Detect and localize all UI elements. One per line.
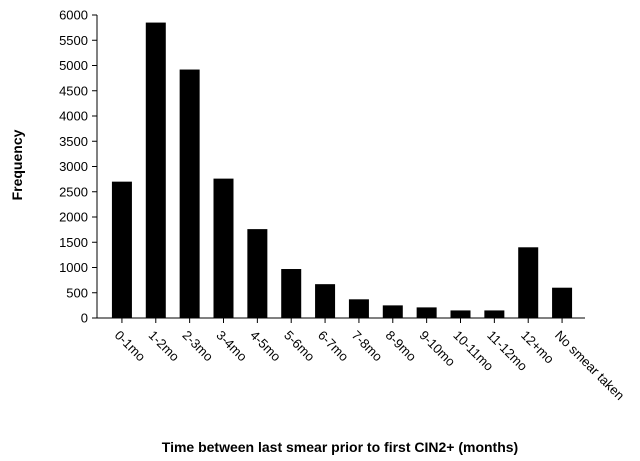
x-tick-label: 0-1mo [112,328,149,365]
x-tick-label: 2-3mo [180,328,217,365]
x-tick-label: 9-10mo [417,328,459,370]
bar [552,287,573,318]
bar [382,305,403,318]
y-tick-label: 6000 [59,8,88,23]
x-tick-label: 7-8mo [349,328,386,365]
y-tick-label: 4000 [59,109,88,124]
x-axis-label: Time between last smear prior to first C… [162,439,518,455]
x-tick-label: 1-2mo [146,328,183,365]
bar [111,181,132,318]
x-tick-label: 3-4mo [213,328,250,365]
x-tick-label: 5-6mo [281,328,318,365]
y-tick-label: 5000 [59,58,88,73]
bar [416,307,437,318]
bar [247,229,268,318]
x-tick-label: 8-9mo [383,328,420,365]
bar [450,310,471,318]
y-tick-label: 500 [66,285,88,300]
bar [145,22,166,318]
bar [213,178,234,318]
x-tick-label: 4-5mo [247,328,284,365]
y-axis-label: Frequency [9,129,25,200]
y-tick-label: 1500 [59,235,88,250]
y-tick-label: 5500 [59,33,88,48]
bar [281,269,302,318]
y-tick-label: 2000 [59,210,88,225]
x-tick-label: 6-7mo [315,328,352,365]
y-tick-label: 3000 [59,159,88,174]
x-tick-label: No smear taken [552,328,627,403]
bar [179,69,200,318]
y-tick-label: 4500 [59,83,88,98]
y-tick-label: 0 [81,311,88,326]
y-tick-label: 1000 [59,260,88,275]
bar [518,247,539,318]
bar [315,284,336,318]
bar [348,299,369,318]
bar [484,310,505,318]
y-tick-label: 2500 [59,184,88,199]
y-tick-label: 3500 [59,134,88,149]
